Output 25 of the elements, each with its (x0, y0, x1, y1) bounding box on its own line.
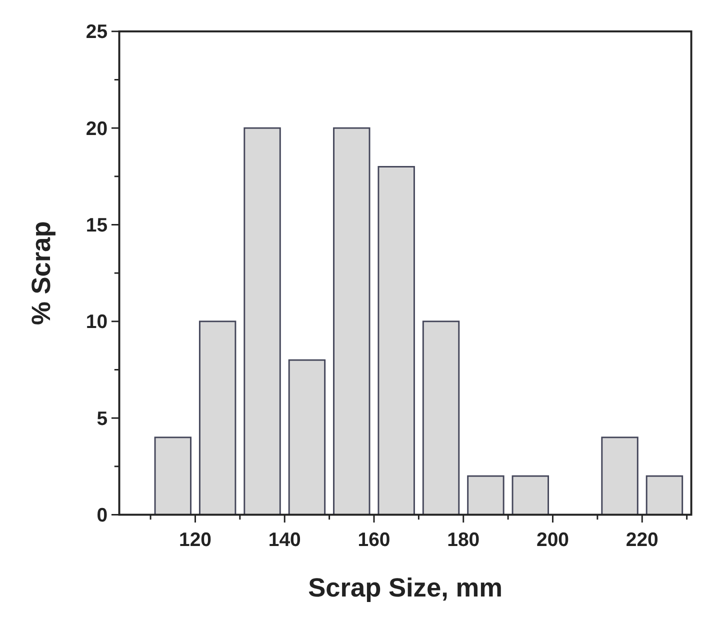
bar (378, 166, 415, 516)
y-tick-label: 5 (96, 408, 108, 430)
x-tick-label: 220 (626, 528, 659, 551)
bar (512, 475, 550, 516)
bar (244, 127, 281, 516)
y-tick-label: 25 (86, 21, 108, 44)
y-tick-label: 15 (86, 214, 108, 237)
bar (422, 320, 460, 516)
y-tick-label: 20 (86, 118, 108, 140)
x-tick-label: 200 (536, 528, 570, 551)
bar (467, 475, 504, 516)
bar (646, 475, 684, 516)
bar (198, 320, 236, 516)
x-axis-title: Scrap Size, mm (308, 572, 502, 603)
bar (288, 359, 326, 516)
x-tick-label: 180 (447, 528, 480, 551)
y-tick-label: 10 (86, 311, 108, 334)
bar (154, 436, 192, 516)
x-tick-label: 160 (358, 528, 390, 551)
bar (333, 127, 370, 516)
x-tick-label: 140 (268, 528, 302, 551)
x-tick-label: 120 (178, 528, 212, 551)
y-tick-label: 0 (96, 504, 108, 527)
y-axis-title: % Scrap (26, 221, 56, 325)
bar (601, 436, 638, 516)
